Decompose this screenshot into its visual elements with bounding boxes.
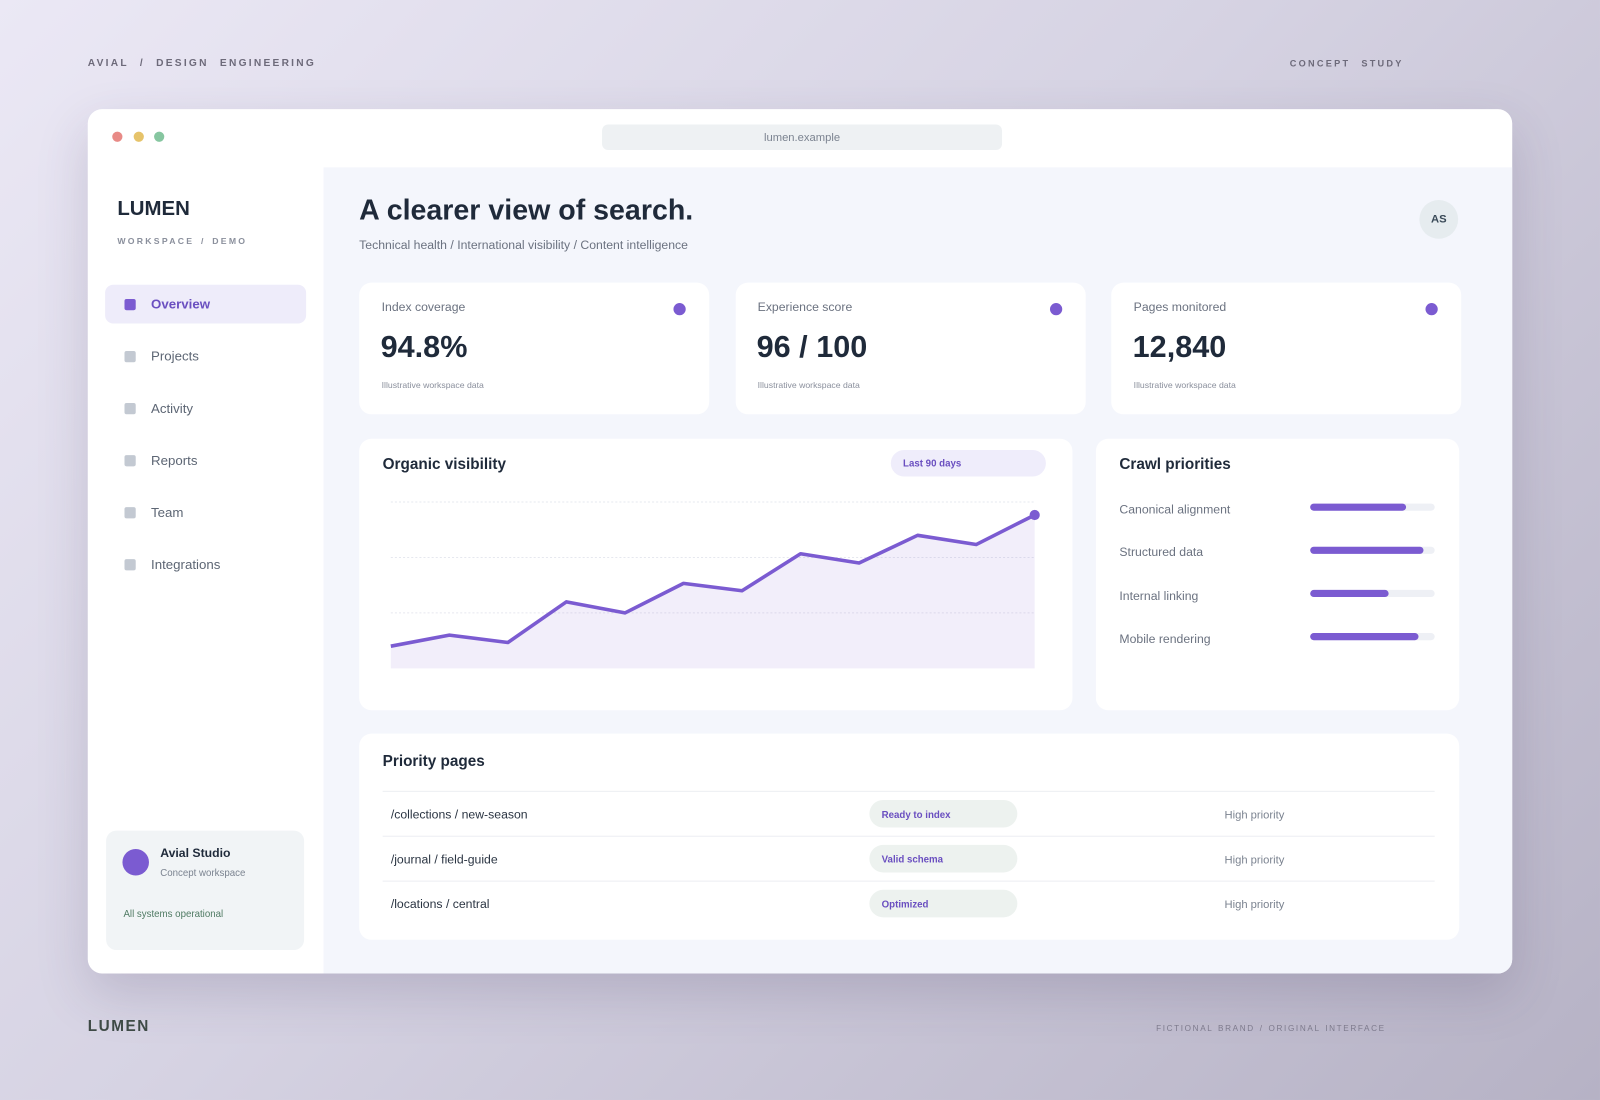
stat-label: Experience score [757, 299, 853, 315]
stat-note: Illustrative workspace data [381, 379, 484, 390]
nav-item[interactable]: Overview [151, 296, 211, 312]
page-path: /journal / field-guide [390, 852, 498, 867]
stat-value: 94.8% [380, 330, 468, 365]
status-text: Optimized [881, 899, 929, 911]
nav-icon [124, 351, 136, 363]
stat-dot [1049, 303, 1062, 316]
crawl-label: Structured data [1119, 545, 1204, 560]
status-pill [869, 889, 1018, 918]
user-avatar[interactable]: AS [1419, 199, 1459, 239]
status-pill [869, 799, 1018, 828]
stat-dot [1425, 303, 1438, 316]
row-divider [382, 835, 1435, 837]
nav-active-bg[interactable] [105, 284, 307, 324]
nav-icon [124, 298, 136, 311]
nav-item[interactable]: Integrations [151, 556, 221, 572]
status-text: All systems operational [123, 908, 224, 920]
crawl-label: Internal linking [1119, 588, 1199, 603]
nav-item[interactable]: Reports [151, 452, 198, 468]
card-title: Priority pages [382, 752, 485, 770]
stat-note: Illustrative workspace data [757, 379, 860, 390]
page-path: /collections / new-season [390, 807, 528, 822]
profile-name: Avial Studio [160, 845, 231, 861]
crawl-label: Mobile rendering [1119, 631, 1211, 646]
profile-role: Concept workspace [160, 867, 246, 880]
window-dot [133, 131, 144, 142]
stat-value: 96 / 100 [756, 330, 868, 365]
stat-label: Pages monitored [1133, 299, 1227, 315]
window-dot [112, 131, 123, 142]
stat-card [359, 282, 710, 415]
nav-icon [124, 507, 136, 519]
line [390, 513, 1036, 648]
footer-note: FICTIONAL BRAND / ORIGINAL INTERFACE [1156, 1023, 1386, 1034]
area [390, 514, 1035, 669]
bar [1310, 633, 1419, 641]
bar [1310, 503, 1407, 511]
stat-card [735, 282, 1086, 415]
priority-text: High priority [1224, 898, 1285, 912]
stat-label: Index coverage [381, 299, 466, 315]
nav-item[interactable]: Activity [151, 400, 194, 416]
window-dot [154, 131, 165, 142]
stat-dot [673, 303, 686, 316]
brand: LUMEN [117, 197, 190, 220]
stat-card [1111, 282, 1462, 415]
stat-note: Illustrative workspace data [1133, 379, 1236, 390]
status-pill [869, 844, 1018, 873]
status-text: Ready to index [881, 809, 951, 821]
crawl-card [1095, 438, 1460, 711]
page-title: A clearer view of search. [359, 193, 694, 226]
card-title: Organic visibility [382, 455, 506, 473]
footer-brand: LUMEN [87, 1017, 150, 1036]
crawl-label: Canonical alignment [1119, 502, 1231, 517]
stat-value: 12,840 [1132, 330, 1227, 365]
priority-text: High priority [1224, 854, 1285, 867]
page-path: /locations / central [390, 896, 490, 912]
range-badge[interactable]: Last 90 days [890, 449, 1046, 477]
header-right: CONCEPT STUDY [1289, 58, 1404, 69]
end-point [1029, 509, 1040, 521]
bar [1310, 589, 1389, 598]
row-divider [382, 790, 1435, 792]
nav-icon [124, 403, 136, 415]
nav-item[interactable]: Team [151, 504, 184, 520]
card-title: Crawl priorities [1119, 455, 1231, 473]
url-bar[interactable]: lumen.example [602, 124, 1003, 150]
nav-item[interactable]: Projects [151, 348, 199, 364]
workspace-label: WORKSPACE / DEMO [117, 235, 248, 246]
priority-text: High priority [1224, 809, 1285, 822]
bar [1310, 546, 1424, 554]
header-left: AVIAL / DESIGN ENGINEERING [87, 57, 317, 69]
nav-icon [124, 559, 136, 571]
visibility-card [359, 438, 1073, 711]
page-subtitle: Technical health / International visibil… [359, 237, 688, 253]
profile-avatar [122, 848, 149, 876]
status-text: Valid schema [881, 854, 944, 866]
row-divider [382, 880, 1435, 882]
nav-icon [124, 455, 136, 467]
